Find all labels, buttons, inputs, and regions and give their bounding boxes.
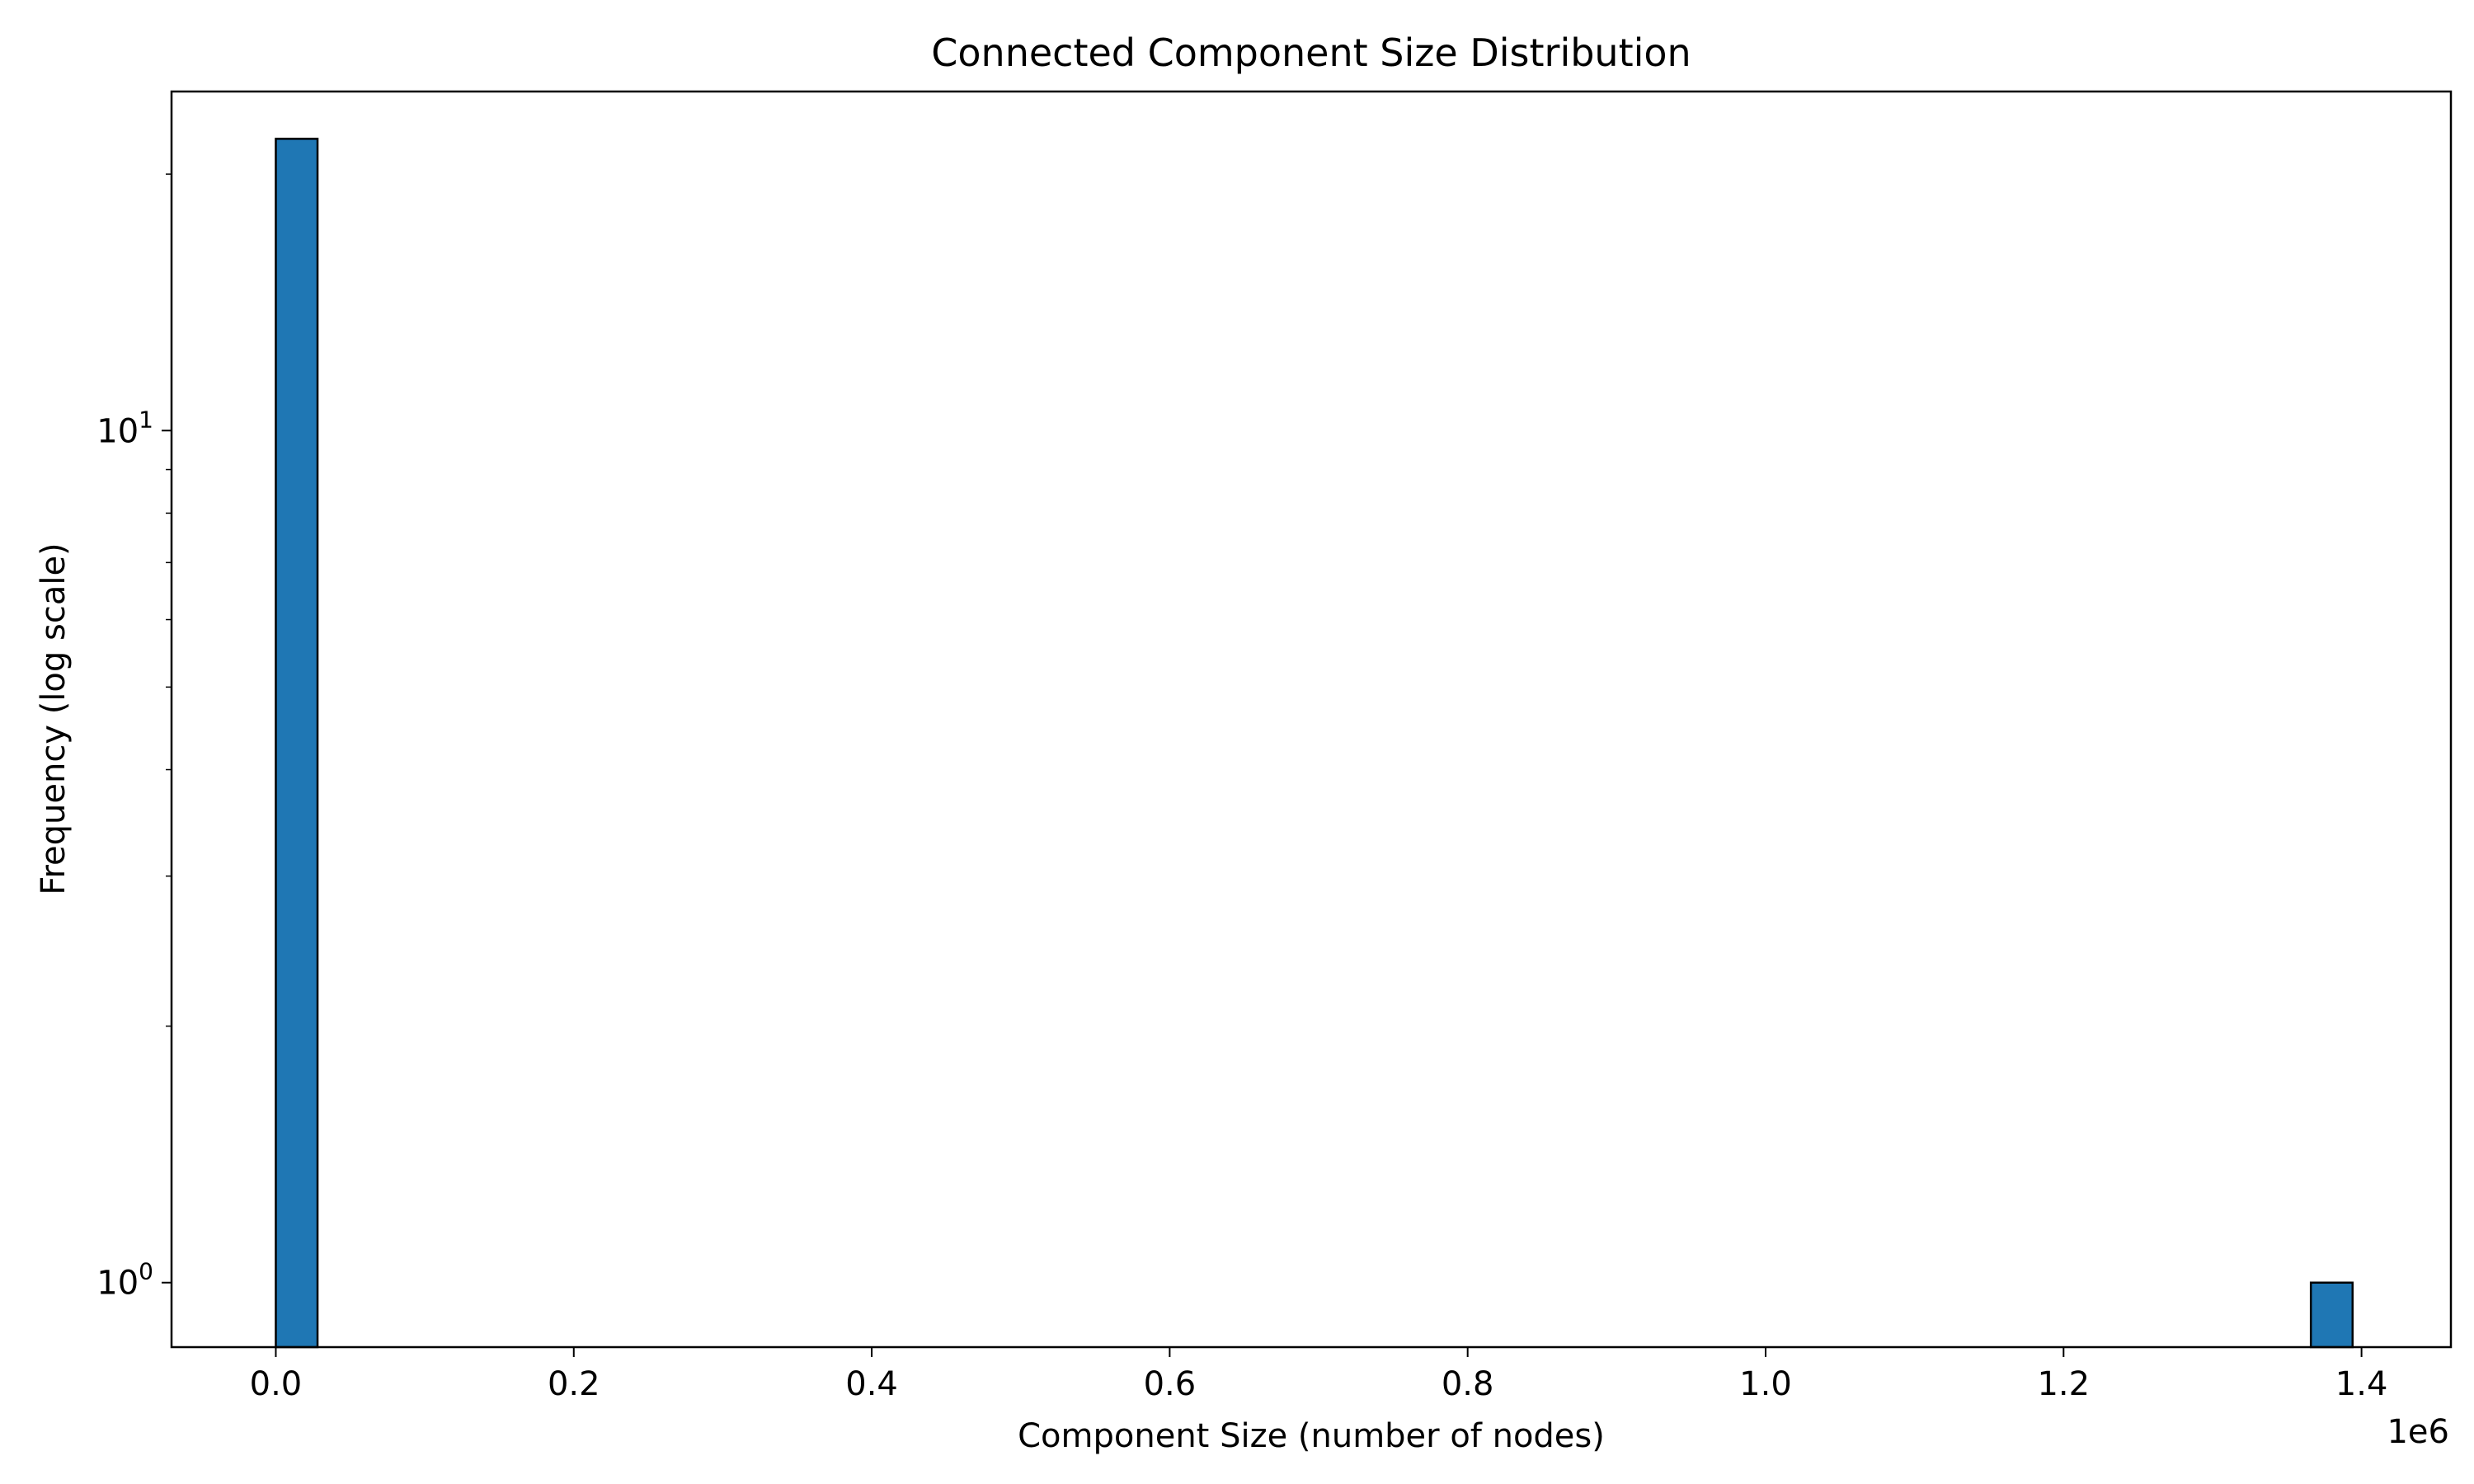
x-axis-ticks: 0.0 0.2 0.4 0.6 0.8 1.0 1.2 1.4 bbox=[250, 1347, 2388, 1403]
histogram-bar-1 bbox=[2309, 1281, 2354, 1349]
x-axis-label: Component Size (number of nodes) bbox=[1018, 1417, 1605, 1455]
plot-frame bbox=[170, 90, 2453, 1349]
x-tick-label-1: 0.2 bbox=[548, 1365, 600, 1403]
x-axis-offset-label: 1e6 bbox=[2387, 1413, 2449, 1451]
chart-title: Connected Component Size Distribution bbox=[931, 31, 1691, 75]
x-tick-label-2: 0.4 bbox=[845, 1365, 898, 1403]
x-tick-label-7: 1.4 bbox=[2335, 1365, 2388, 1403]
x-tick-label-3: 0.6 bbox=[1144, 1365, 1197, 1403]
y-axis-label: Frequency (log scale) bbox=[35, 542, 73, 895]
x-tick-label-6: 1.2 bbox=[2037, 1365, 2090, 1403]
histogram-bar-0 bbox=[275, 138, 319, 1349]
y-tick-label-1: 101 bbox=[96, 406, 153, 450]
y-tick-label-0: 100 bbox=[96, 1258, 153, 1303]
bars-layer bbox=[275, 138, 2354, 1349]
y-axis-ticks: 100 101 bbox=[96, 173, 172, 1303]
x-tick-label-4: 0.8 bbox=[1442, 1365, 1494, 1403]
x-tick-label-5: 1.0 bbox=[1739, 1365, 1792, 1403]
x-tick-label-0: 0.0 bbox=[250, 1365, 303, 1403]
